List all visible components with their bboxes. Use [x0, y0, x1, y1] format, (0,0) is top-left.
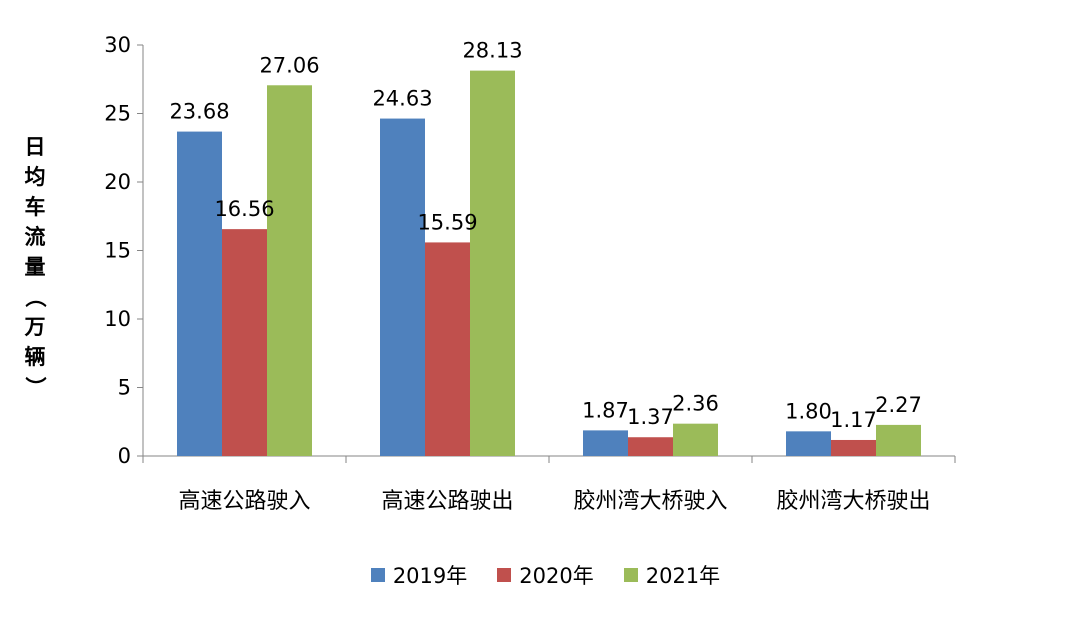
- y-axis-title-char: 车: [24, 195, 46, 219]
- data-label: 1.17: [830, 408, 877, 432]
- bar: [380, 118, 425, 456]
- bar: [470, 70, 515, 456]
- bar: [673, 423, 718, 456]
- x-tick-label: 高速公路驶入: [178, 489, 310, 514]
- y-axis-title-char: 日: [24, 135, 46, 159]
- bar: [425, 242, 470, 456]
- legend-label: 2020年: [519, 564, 594, 588]
- y-tick-label: 5: [118, 376, 131, 400]
- bar: [267, 85, 312, 456]
- y-axis-title-char: ）: [23, 376, 47, 398]
- data-label: 1.87: [582, 398, 629, 422]
- bar: [831, 439, 876, 456]
- x-axis: 高速公路驶入 高速公路驶出 胶州湾大桥驶入 胶州湾大桥驶出: [142, 455, 956, 514]
- data-label: 1.80: [785, 399, 832, 423]
- bar: [222, 229, 267, 456]
- legend-swatch: [370, 568, 385, 582]
- y-axis-title-char: 均: [24, 165, 46, 189]
- x-tick-label: 高速公路驶出: [381, 489, 513, 514]
- legend-item-2020: 2020年: [497, 560, 594, 590]
- bar: [876, 424, 921, 456]
- y-tick-label: 15: [104, 239, 131, 263]
- bars: [177, 70, 921, 457]
- data-label: 16.56: [214, 197, 274, 221]
- y-axis-title-char: 辆: [24, 345, 46, 369]
- data-label: 2.27: [875, 393, 922, 417]
- y-axis-title-char: 量: [24, 255, 46, 279]
- legend-item-2021: 2021年: [623, 560, 721, 590]
- data-label: 2.36: [672, 392, 719, 416]
- legend-label: 2019年: [392, 564, 468, 588]
- data-label: 27.06: [259, 53, 319, 77]
- y-tick-label: 20: [104, 170, 131, 194]
- x-tick-label: 胶州湾大桥驶入: [573, 489, 727, 514]
- y-tick-label: 25: [104, 102, 131, 126]
- y-tick-label: 10: [104, 307, 131, 331]
- bar: [786, 431, 831, 456]
- y-tick-label: 0: [118, 444, 131, 468]
- legend-swatch: [623, 568, 638, 582]
- data-label: 15.59: [417, 210, 477, 234]
- y-axis: 0 5 10 15 20 25 30: [104, 33, 144, 468]
- y-axis-title-char: 流: [24, 225, 46, 249]
- bar: [177, 131, 222, 457]
- legend-item-2019: 2019年: [370, 560, 468, 590]
- legend-swatch: [497, 568, 512, 582]
- y-axis-title-char: （: [23, 286, 47, 308]
- data-label: 1.37: [627, 405, 674, 429]
- legend-label: 2021年: [645, 564, 721, 588]
- data-label: 28.13: [462, 39, 522, 63]
- x-tick-label: 胶州湾大桥驶出: [776, 489, 930, 514]
- bar: [628, 437, 673, 456]
- data-label: 23.68: [169, 100, 229, 124]
- y-tick-label: 30: [104, 33, 131, 57]
- y-axis-title-char: 万: [24, 315, 46, 339]
- data-label: 24.63: [372, 87, 432, 111]
- legend: 2019年 2020年 2021年: [0, 560, 1091, 590]
- y-axis-title: 日 均 车 流 量 （ 万 辆 ）: [20, 132, 50, 402]
- data-labels: 23.6816.5627.0624.6315.5928.131.871.372.…: [169, 39, 921, 432]
- bar: [583, 430, 628, 456]
